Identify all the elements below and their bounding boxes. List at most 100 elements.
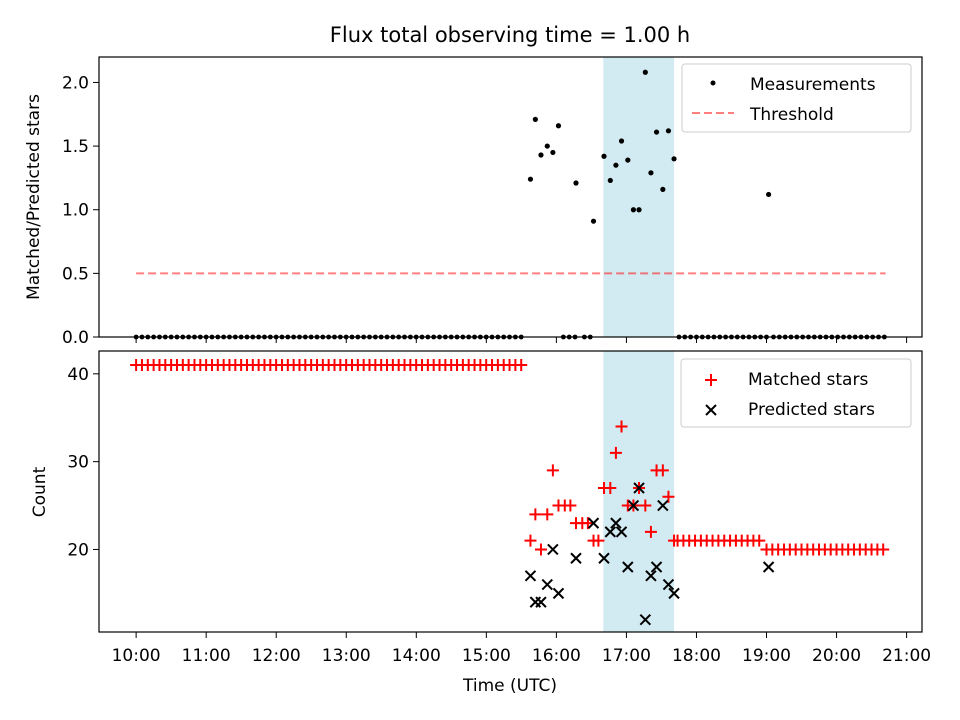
predicted-star-point (552, 587, 565, 600)
matched-star-point (581, 517, 594, 530)
x-tick-label: 17:00 (602, 646, 651, 666)
measurement-point (648, 170, 654, 176)
matched-star-point (564, 499, 577, 512)
y-tick-label: 20 (67, 540, 89, 560)
measurement-point (766, 191, 772, 198)
measurement-point (544, 143, 550, 149)
y-tick-label: 40 (67, 365, 89, 385)
bottom-legend: Matched stars Predicted stars (680, 358, 912, 428)
y-tick-label: 0.0 (62, 328, 89, 348)
measurement-point (607, 177, 613, 184)
predicted-star-point (668, 587, 680, 600)
matched-star-point (656, 464, 669, 477)
predicted-star-point (639, 613, 652, 626)
x-tick-label: 13:00 (322, 646, 371, 666)
x-tick-label: 19:00 (742, 646, 791, 666)
predicted-star-point (598, 552, 610, 564)
y-tick-label: 1.5 (62, 137, 89, 157)
top-x-ticks (135, 337, 908, 343)
legend-matched-label: Matched stars (748, 370, 868, 390)
bottom-plot-area (130, 359, 890, 626)
measurement-point (625, 157, 631, 163)
x-tick-label: 11:00 (182, 646, 231, 666)
measurement-point (527, 176, 534, 182)
measurement-point (660, 186, 666, 192)
predicted-star-point (762, 561, 775, 573)
y-tick-label: 2.0 (62, 73, 89, 93)
top-axes-frame (98, 56, 923, 338)
measurement-point (538, 152, 544, 158)
measurement-point (601, 153, 607, 159)
matched-star-point (604, 481, 617, 494)
matched-star-point (546, 464, 559, 477)
predicted-star-point (650, 561, 663, 573)
matched-star-point (534, 543, 547, 556)
y-tick-label: 1.0 (62, 201, 89, 221)
legend-matched-marker (705, 374, 717, 386)
measurement-point (618, 138, 625, 144)
legend-measurements-label: Measurements (750, 75, 876, 95)
legend-predicted-label: Predicted stars (748, 400, 875, 420)
matched-star-point (644, 525, 657, 538)
predicted-star-point (610, 517, 622, 529)
measurement-point (671, 156, 677, 162)
predicted-star-point (524, 570, 537, 582)
predicted-star-point (657, 499, 669, 512)
predicted-star-point (645, 570, 657, 582)
predicted-star-point (633, 482, 645, 494)
y-tick-label: 30 (67, 453, 89, 473)
measurement-point (665, 128, 672, 134)
matched-star-point (615, 420, 628, 433)
y-tick-label: 0.5 (62, 264, 89, 284)
measurement-point (613, 162, 619, 168)
measurement-point (590, 218, 597, 224)
measurement-point (573, 180, 579, 186)
measurement-point (653, 129, 660, 135)
predicted-star-point (604, 526, 617, 538)
matched-star-point (541, 508, 554, 521)
measurement-point (532, 116, 538, 122)
bottom-y-label: Count (30, 466, 50, 517)
legend-measurements-marker (710, 80, 716, 86)
legend-predicted-marker (705, 404, 717, 416)
x-tick-label: 18:00 (672, 646, 721, 666)
x-tick-label: 21:00 (882, 646, 931, 666)
x-tick-label: 14:00 (392, 646, 441, 666)
top-y-label: Matched/Predicted stars (24, 94, 44, 300)
predicted-star-point (570, 552, 582, 564)
chart-title: Flux total observing time = 1.00 h (330, 23, 690, 47)
predicted-star-point (622, 561, 634, 573)
top-y-ticks: 0.0 0.5 1.0 1.5 2.0 (62, 73, 99, 348)
predicted-star-point (627, 499, 640, 512)
measurement-point (630, 207, 637, 213)
bottom-panel: 20 30 40 10:00 11:00 12:00 13:00 14:00 15:00 16:… (30, 350, 931, 696)
measurement-point (642, 69, 648, 75)
matched-star-point (609, 446, 622, 459)
matched-star-point (639, 499, 652, 512)
measurement-point (555, 123, 562, 129)
matched-star-point (877, 543, 890, 556)
x-tick-label: 15:00 (462, 646, 511, 666)
predicted-star-point (547, 543, 559, 556)
predicted-star-point (541, 578, 553, 591)
top-panel: 0.00.51.01.52.0 Matched/Predicted stars … (24, 56, 923, 348)
predicted-star-point (662, 578, 675, 591)
bottom-x-ticks: 10:00 11:00 12:00 13:00 14:00 15:00 16:00 17:00… (112, 632, 931, 666)
measurement-point (636, 207, 642, 213)
matched-star-point (668, 534, 681, 547)
x-tick-label: 20:00 (812, 646, 861, 666)
top-legend: Measurements Threshold (681, 63, 912, 133)
x-tick-label: 10:00 (112, 646, 161, 666)
bottom-legend-box (680, 358, 912, 428)
bottom-x-label: Time (UTC) (462, 676, 557, 696)
bottom-y-ticks: 20 30 40 (67, 365, 99, 560)
measurement-point (550, 149, 556, 156)
matched-star-point (529, 508, 542, 521)
legend-threshold-label: Threshold (749, 105, 834, 125)
top-legend-box (681, 63, 912, 133)
x-tick-label: 12:00 (252, 646, 301, 666)
top-highlight-span (603, 57, 675, 337)
matched-star-point (662, 490, 675, 503)
x-tick-label: 16:00 (532, 646, 581, 666)
